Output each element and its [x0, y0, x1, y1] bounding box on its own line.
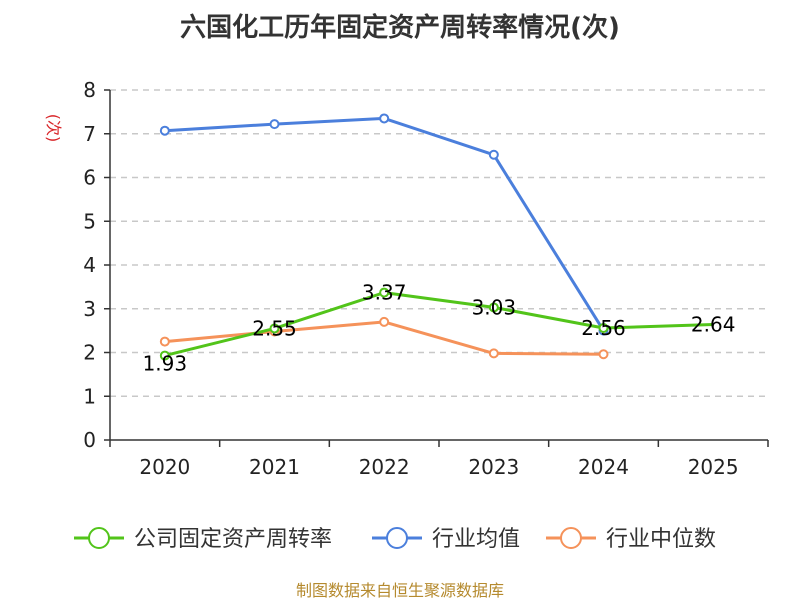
y-tick-label-5: 5	[83, 209, 96, 233]
x-tick-label-2022: 2022	[359, 455, 410, 479]
point-0-2022	[379, 287, 390, 298]
point-2-2024	[598, 349, 609, 360]
legend-label-0: 公司固定资产周转率	[134, 527, 332, 552]
legend-label-2: 行业中位数	[606, 527, 716, 552]
point-0-2020	[159, 350, 170, 361]
y-tick-label-0: 0	[83, 428, 96, 452]
legend-swatch-marker-1	[386, 527, 408, 549]
x-tick-label-2021: 2021	[249, 455, 300, 479]
point-1-2020	[159, 125, 170, 136]
legend-swatch-marker-0	[88, 527, 110, 549]
y-tick-label-2: 2	[83, 341, 96, 365]
x-tick-label-2025: 2025	[688, 455, 739, 479]
y-tick-label-7: 7	[83, 122, 96, 146]
legend-swatch-marker-2	[560, 527, 582, 549]
axes: 0 1 2 3 4 5 6 7 8 2020 2021 2022 2023 2024 2025	[83, 78, 769, 479]
point-2-2022	[379, 316, 390, 327]
data-label-2023: 3.03	[472, 295, 517, 319]
point-2-2023	[488, 348, 499, 359]
data-labels: 1.93 2.55 3.37 3.03 2.56 2.64	[143, 281, 736, 376]
data-label-2022: 3.37	[362, 281, 407, 305]
legend: 公司固定资产周转率 行业均值 行业中位数	[74, 527, 716, 552]
data-label-2020: 1.93	[143, 352, 188, 376]
y-tick-label-8: 8	[83, 78, 96, 102]
data-label-2024: 2.56	[581, 316, 626, 340]
y-tick-label-6: 6	[83, 166, 96, 190]
point-1-2021	[269, 119, 280, 130]
point-1-2022	[379, 113, 390, 124]
point-0-2021	[269, 323, 280, 334]
legend-item-1: 行业均值	[372, 527, 520, 552]
x-tick-label-2023: 2023	[468, 455, 519, 479]
point-2-2020	[159, 336, 170, 347]
series-line-0	[164, 291, 714, 358]
point-0-2023	[488, 302, 499, 313]
x-tick-label-2024: 2024	[578, 455, 629, 479]
series	[159, 113, 714, 361]
legend-item-2: 行业中位数	[546, 527, 716, 552]
y-tick-label-1: 1	[83, 384, 96, 408]
y-tick-label-4: 4	[83, 253, 96, 277]
y-tick-label-3: 3	[83, 297, 96, 321]
point-0-2024	[598, 323, 609, 333]
y-axis-label: (次)	[44, 114, 63, 143]
legend-label-1: 行业均值	[432, 527, 520, 552]
data-label-2025: 2.64	[691, 313, 736, 337]
data-label-2021: 2.55	[252, 316, 297, 340]
x-tick-label-2020: 2020	[139, 455, 190, 479]
legend-item-0: 公司固定资产周转率	[74, 527, 332, 552]
chart-title: 六国化工历年固定资产周转率情况(次)	[180, 12, 620, 43]
source-text: 制图数据来自恒生聚源数据库	[296, 581, 504, 600]
point-1-2023	[488, 149, 499, 160]
